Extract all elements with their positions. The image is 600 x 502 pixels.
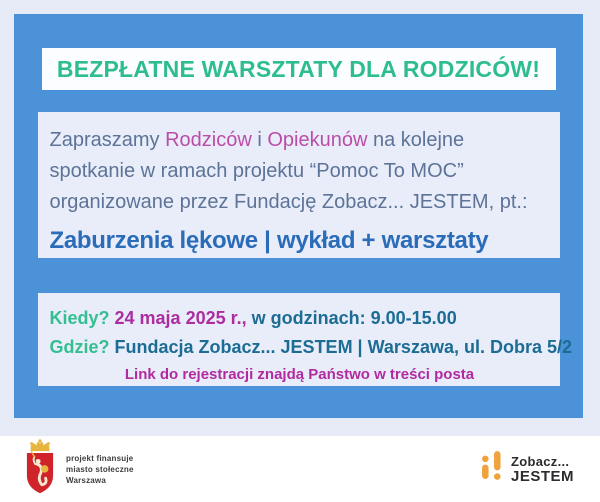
where-value: Fundacja Zobacz... JESTEM | Warszawa, ul… — [109, 337, 572, 357]
poster-card: BEZPŁATNE WARSZTATY DLA RODZICÓW! Zapras… — [14, 14, 583, 418]
where-row: Gdzie? Fundacja Zobacz... JESTEM | Warsz… — [49, 333, 573, 362]
intro-panel: Zapraszamy Rodziców i Opiekunów na kolej… — [37, 112, 560, 258]
intro-highlight-rodzicow: Rodziców — [165, 129, 252, 151]
title-banner: BEZPŁATNE WARSZTATY DLA RODZICÓW! — [41, 48, 556, 90]
poster-title: BEZPŁATNE WARSZTATY DLA RODZICÓW! — [56, 55, 541, 82]
double-exclamation-icon — [481, 450, 504, 488]
intro-text: na kolejne — [367, 129, 465, 151]
when-date: 24 maja 2025 r., — [109, 308, 252, 328]
org-name-line-2: JESTEM — [510, 467, 574, 485]
when-time: w godzinach: 9.00-15.00 — [251, 308, 457, 328]
org-name-line-1: Zobacz... — [510, 453, 570, 469]
intro-paragraph: Zapraszamy Rodziców i Opiekunów na kolej… — [50, 125, 550, 218]
org-logo-text: Zobacz... JESTEM — [510, 453, 574, 485]
registration-note: Link do rejestracji znajdą Państwo w tre… — [124, 366, 475, 383]
org-logo-group: Zobacz... JESTEM — [481, 450, 574, 488]
funder-text: projekt finansuje miasto stołeczne Warsz… — [66, 453, 134, 486]
intro-text-line3: organizowane przez Fundację Zobacz... JE… — [49, 191, 528, 213]
intro-text-line2: spotkanie w ramach projektu “Pomoc To MO… — [49, 160, 464, 182]
intro-text: Zapraszamy — [49, 129, 166, 151]
intro-text: i — [251, 129, 268, 151]
warsaw-crest-icon — [22, 438, 58, 501]
funder-line-1: projekt finansuje — [66, 453, 134, 463]
footer-bar: projekt finansuje miasto stołeczne Warsz… — [0, 436, 600, 502]
intro-highlight-opiekunow: Opiekunów — [267, 129, 368, 151]
funder-line-3: Warszawa — [66, 475, 106, 485]
when-label: Kiedy? — [49, 308, 110, 328]
funder-line-2: miasto stołeczne — [66, 464, 134, 474]
where-label: Gdzie? — [49, 337, 110, 357]
details-panel: Kiedy? 24 maja 2025 r., w godzinach: 9.0… — [37, 293, 573, 386]
funder-logo-group: projekt finansuje miasto stołeczne Warsz… — [22, 438, 134, 501]
when-row: Kiedy? 24 maja 2025 r., w godzinach: 9.0… — [50, 304, 550, 333]
event-headline: Zaburzenia lękowe | wykład + warsztaty — [49, 227, 489, 254]
